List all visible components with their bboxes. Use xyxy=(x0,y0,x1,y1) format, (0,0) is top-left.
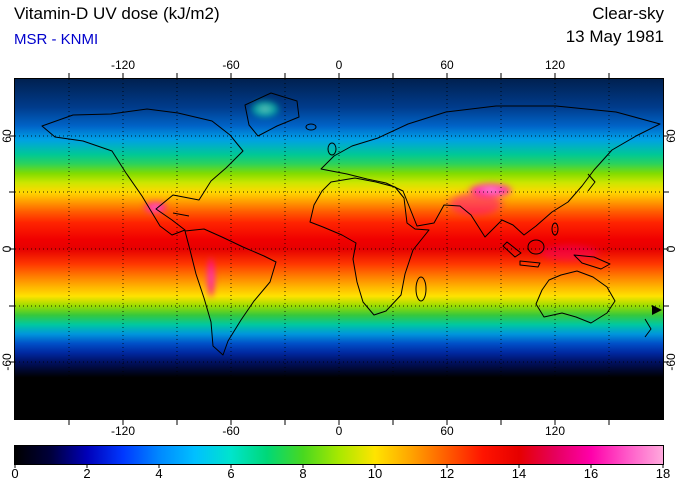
anomaly-patch xyxy=(526,240,613,266)
lat-tick-label: 0 xyxy=(0,245,14,253)
lon-tick-label: -60 xyxy=(222,58,240,72)
lon-tick-label: 120 xyxy=(544,424,566,438)
lon-tick-label: -120 xyxy=(110,424,136,438)
lon-tick-label: 0 xyxy=(335,58,343,72)
colorbar-tick-label: 6 xyxy=(227,466,235,480)
lat-tick-label: -60 xyxy=(0,353,14,371)
colorbar-tick-label: 10 xyxy=(367,466,383,480)
colorbar-tick-label: 8 xyxy=(299,466,307,480)
colorbar-tick-label: 2 xyxy=(83,466,91,480)
date-label: 13 May 1981 xyxy=(565,27,664,46)
anomaly-patch xyxy=(139,198,172,216)
lat-tick-label: -60 xyxy=(664,353,678,371)
lat-tick-label: 0 xyxy=(664,245,678,253)
lon-tick-label: -120 xyxy=(110,58,136,72)
lon-tick-label: 0 xyxy=(335,424,343,438)
lat-tick-label: 60 xyxy=(664,129,678,143)
anomaly-patch xyxy=(204,249,218,306)
anomaly-patch xyxy=(436,186,516,221)
colorbar-tick-label: 0 xyxy=(11,466,19,480)
lon-tick-label: -60 xyxy=(222,424,240,438)
anomaly-patch xyxy=(245,96,285,122)
colorbar-tick-label: 16 xyxy=(583,466,599,480)
lon-tick-label: 120 xyxy=(544,58,566,72)
source-label: MSR - KNMI xyxy=(14,31,99,48)
colorbar-tick-label: 18 xyxy=(655,466,671,480)
lon-tick-label: 60 xyxy=(440,424,454,438)
lat-tick-label: 60 xyxy=(0,129,14,143)
colorbar-tick-label: 4 xyxy=(155,466,163,480)
colorbar-gradient xyxy=(14,445,664,465)
map-canvas xyxy=(15,79,663,419)
colorbar-tick-label: 12 xyxy=(439,466,455,480)
chart-title: Vitamin-D UV dose (kJ/m2) xyxy=(14,4,220,23)
colorbar-tick-label: 14 xyxy=(511,466,527,480)
lon-tick-label: 60 xyxy=(440,58,454,72)
condition-label: Clear-sky xyxy=(592,4,664,23)
